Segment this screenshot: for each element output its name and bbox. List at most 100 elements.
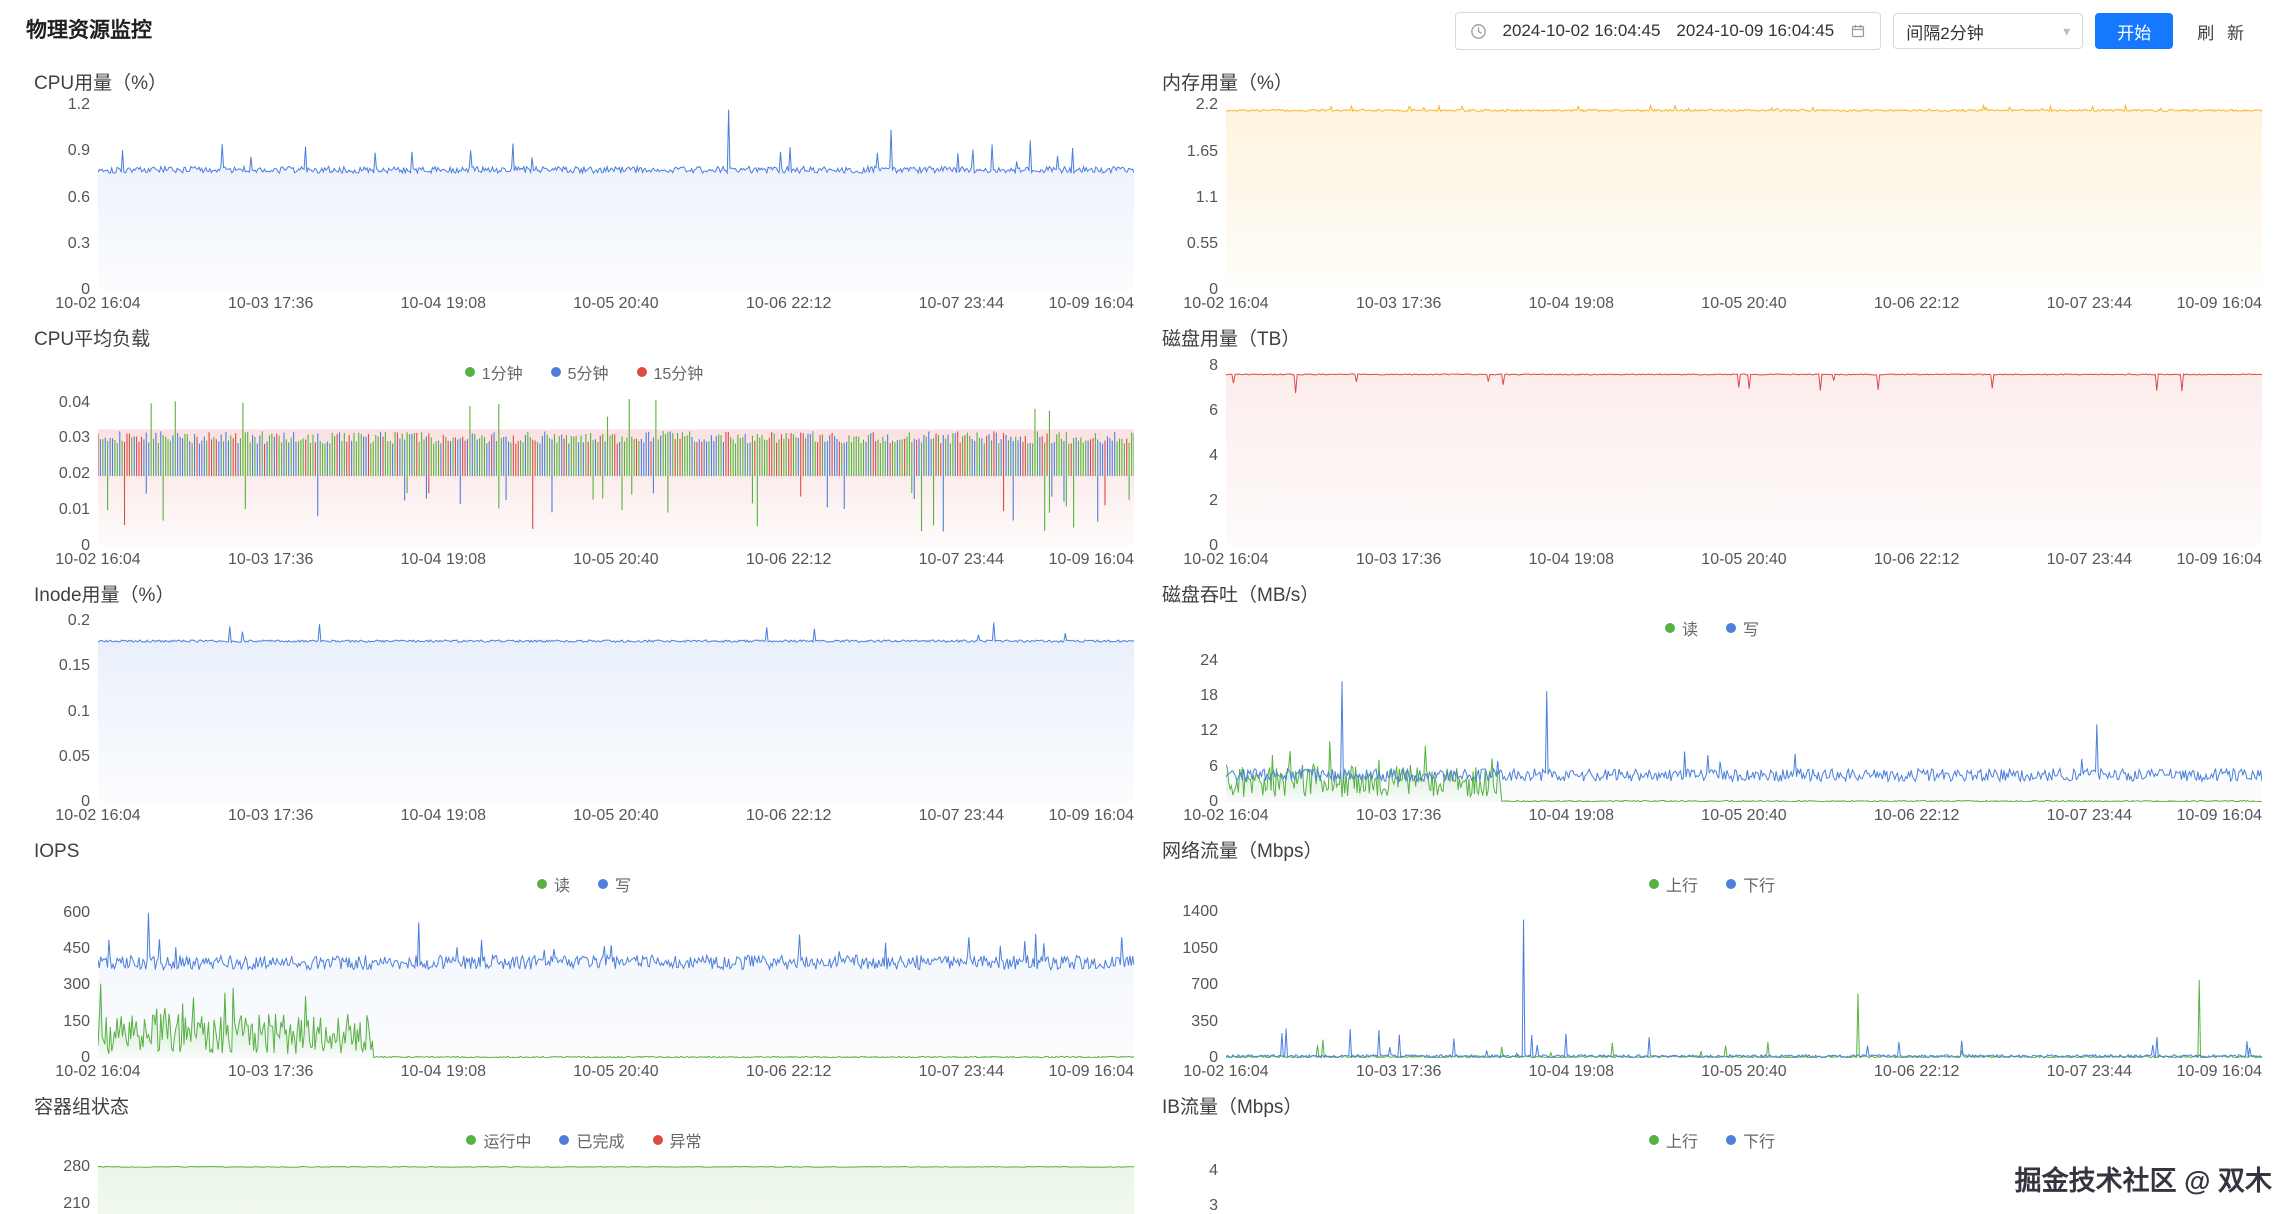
chart-panel-disk-throughput: 磁盘吞吐（MB/s） 读写 24 18 12 6 0 10-02 16:04 10-03 … bbox=[1162, 572, 2262, 828]
x-axis-tick: 10-02 16:04 bbox=[1183, 295, 1269, 312]
chart-area[interactable]: 2.2 1.65 1.1 0.55 0 bbox=[1162, 96, 2262, 298]
x-axis-tick: 10-07 23:44 bbox=[2046, 295, 2133, 312]
chart-panel-memory-usage: 内存用量（%） 2.2 1.65 1.1 0.55 0 10-02 16:04 10-03… bbox=[1162, 60, 2262, 316]
legend-dot bbox=[1664, 623, 1675, 633]
y-axis-tick: 1.2 bbox=[67, 96, 90, 114]
legend-dot bbox=[464, 367, 475, 377]
x-axis-tick: 10-05 20:40 bbox=[573, 1063, 659, 1080]
start-button[interactable]: 开始 bbox=[2095, 13, 2174, 49]
chart-plot[interactable] bbox=[98, 1158, 1134, 1214]
header-controls: 2024-10-02 16:04:45 2024-10-09 16:04:45 … bbox=[1454, 12, 2260, 50]
refresh-button[interactable]: 刷 新 bbox=[2185, 13, 2260, 49]
x-axis-tick: 10-03 17:36 bbox=[227, 551, 314, 568]
legend-label: 写 bbox=[615, 878, 632, 895]
x-axis-tick: 10-05 20:40 bbox=[573, 295, 659, 312]
x-axis-tick: 10-07 23:44 bbox=[918, 1063, 1005, 1080]
y-axis-tick: 2.2 bbox=[1195, 96, 1218, 114]
chart-area[interactable]: 43210 bbox=[1162, 1156, 2262, 1214]
legend-label: 15分钟 bbox=[653, 366, 704, 383]
legend-item[interactable]: 上行 bbox=[1648, 872, 1698, 896]
legend-label: 运行中 bbox=[483, 1134, 532, 1151]
chart-plot[interactable] bbox=[1226, 358, 2262, 546]
y-axis-tick: 0.6 bbox=[67, 188, 90, 206]
page-title: 物理资源监控 bbox=[26, 19, 152, 42]
chart-plot[interactable] bbox=[98, 390, 1134, 546]
chart-area[interactable]: 0.04 0.03 0.02 0.01 0 bbox=[34, 388, 1134, 554]
legend-label: 读 bbox=[553, 878, 570, 895]
legend-dot bbox=[466, 1135, 477, 1145]
x-axis-tick: 10-06 22:12 bbox=[745, 1063, 832, 1080]
x-axis-tick: 10-07 23:44 bbox=[918, 551, 1005, 568]
x-axis-tick: 10-03 17:36 bbox=[227, 807, 314, 824]
chart-area[interactable]: 8 6 4 2 0 bbox=[1162, 356, 2262, 554]
x-axis-tick: 10-09 16:04 bbox=[2176, 1063, 2262, 1080]
chart-panel-network-traffic: 网络流量（Mbps） 上行 下行 1400 1050 700 350 0 10-02 16… bbox=[1162, 828, 2262, 1084]
chart-plot[interactable] bbox=[98, 102, 1134, 290]
x-axis-tick: 10-07 23:44 bbox=[918, 807, 1005, 824]
chart-title: IOPS bbox=[34, 841, 80, 862]
y-axis-tick: 0.02 bbox=[58, 465, 90, 483]
y-axis-tick: 3 bbox=[1209, 1197, 1218, 1214]
chart-plot[interactable] bbox=[98, 614, 1134, 802]
y-axis-tick: 0.55 bbox=[1186, 234, 1218, 252]
chart-plot[interactable] bbox=[1226, 646, 2262, 802]
x-axis-tick: 10-06 22:12 bbox=[1873, 551, 1960, 568]
y-axis-tick: 0 bbox=[1209, 1049, 1218, 1066]
x-axis-tick: 10-09 16:04 bbox=[1048, 551, 1134, 568]
x-axis-tick: 10-09 16:04 bbox=[2176, 807, 2262, 824]
y-axis-tick: 0.03 bbox=[58, 429, 90, 447]
chart-area[interactable]: 0.2 0.15 0.1 0.05 0 bbox=[34, 612, 1134, 810]
legend-label: 异常 bbox=[669, 1134, 702, 1151]
y-axis-tick: 6 bbox=[1209, 757, 1218, 775]
y-axis-tick: 24 bbox=[1200, 651, 1218, 669]
x-axis-labels: 10-02 16:04 10-03 17:36 10-04 19:08 10-05 2… bbox=[34, 546, 1134, 572]
legend-item[interactable]: 15分钟 bbox=[636, 360, 704, 384]
x-axis-tick: 10-04 19:08 bbox=[400, 551, 487, 568]
x-axis-tick: 10-03 17:36 bbox=[1355, 295, 1442, 312]
legend-item[interactable]: 读 bbox=[1664, 616, 1698, 640]
legend-item[interactable]: 运行中 bbox=[466, 1128, 531, 1152]
legend-item[interactable]: 异常 bbox=[652, 1128, 702, 1152]
chart-plot[interactable] bbox=[1226, 902, 2262, 1058]
legend-label: 上行 bbox=[1665, 878, 1698, 895]
legend-item[interactable]: 写 bbox=[598, 872, 631, 896]
legend-item[interactable]: 上行 bbox=[1648, 1128, 1698, 1152]
chart-area[interactable]: 1.2 0.9 0.6 0.3 0 bbox=[34, 96, 1134, 298]
legend-item[interactable]: 已完成 bbox=[559, 1128, 625, 1152]
legend-item[interactable]: 下行 bbox=[1726, 872, 1775, 896]
legend-item[interactable]: 写 bbox=[1726, 616, 1759, 640]
chart-area[interactable]: 600 450 300 150 0 bbox=[34, 900, 1134, 1066]
chart-plot[interactable] bbox=[1226, 102, 2262, 290]
legend-item[interactable]: 5分钟 bbox=[550, 360, 609, 384]
y-axis-tick: 300 bbox=[63, 976, 90, 994]
chart-legend: 1分钟 5分钟 15分钟 bbox=[34, 356, 1134, 388]
y-axis-tick: 0.1 bbox=[67, 702, 90, 720]
range-end-value[interactable]: 2024-10-09 16:04:45 bbox=[1676, 21, 1835, 40]
y-axis-tick: 600 bbox=[63, 903, 90, 921]
legend-item[interactable]: 1分钟 bbox=[464, 360, 523, 384]
x-axis-tick: 10-06 22:12 bbox=[745, 551, 832, 568]
chart-area[interactable]: 1400 1050 700 350 0 bbox=[1162, 900, 2262, 1066]
legend-item[interactable]: 下行 bbox=[1726, 1128, 1775, 1152]
chart-title: 内存用量（%） bbox=[1162, 73, 1293, 94]
legend-item[interactable]: 读 bbox=[536, 872, 570, 896]
interval-select[interactable]: 间隔2分钟 ▾ bbox=[1893, 13, 2084, 49]
date-range-picker[interactable]: 2024-10-02 16:04:45 2024-10-09 16:04:45 bbox=[1454, 12, 1882, 50]
y-axis-tick: 0.3 bbox=[67, 234, 90, 252]
x-axis-labels: 10-02 16:04 10-03 17:36 10-04 19:08 10-05 2… bbox=[1162, 1058, 2262, 1084]
chart-area[interactable]: 24 18 12 6 0 bbox=[1162, 644, 2262, 810]
range-start-value[interactable]: 2024-10-02 16:04:45 bbox=[1502, 21, 1661, 40]
chart-plot[interactable] bbox=[98, 902, 1134, 1058]
chart-title: 容器组状态 bbox=[34, 1097, 130, 1118]
x-axis-tick: 10-05 20:40 bbox=[573, 551, 659, 568]
y-axis-tick: 8 bbox=[1209, 356, 1218, 374]
chart-area[interactable]: 280210140700 bbox=[34, 1156, 1134, 1214]
legend-dot bbox=[1726, 1135, 1736, 1145]
y-axis-tick: 700 bbox=[1191, 976, 1218, 994]
charts-grid: CPU用量（%） 1.2 0.9 0.6 0.3 0 10-02 16:04 10-03 … bbox=[0, 60, 2290, 1214]
x-axis-tick: 10-09 16:04 bbox=[2176, 295, 2262, 312]
x-axis-tick: 10-05 20:40 bbox=[1701, 551, 1787, 568]
legend-label: 下行 bbox=[1743, 878, 1776, 895]
x-axis-labels: 10-02 16:04 10-03 17:36 10-04 19:08 10-05 2… bbox=[34, 802, 1134, 828]
